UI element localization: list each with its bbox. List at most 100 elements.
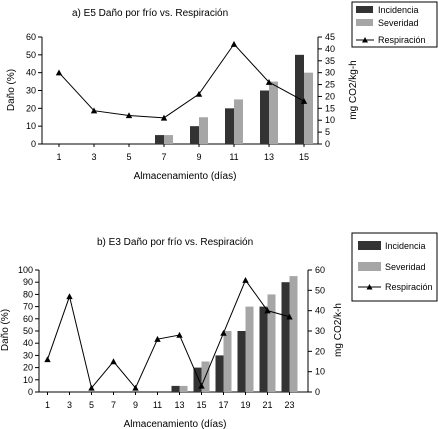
x-tick-label: 5 xyxy=(89,400,94,410)
bar-incidencia xyxy=(237,331,246,392)
y-tick-label: 20 xyxy=(23,363,33,373)
legend-label-respiracion: Respiración xyxy=(378,35,426,45)
chart-a-xlabel: Almacenamiento (días) xyxy=(134,171,237,182)
x-tick-label: 9 xyxy=(133,400,138,410)
respiration-point xyxy=(154,335,161,342)
respiration-point xyxy=(55,69,63,76)
chart-b-right-ticks: 0 10 20 30 40 50 60 xyxy=(308,265,325,397)
respiration-point xyxy=(132,384,139,391)
bar-severidad xyxy=(245,306,254,392)
y2-tick-label: 40 xyxy=(325,44,335,54)
y2-tick-label: 20 xyxy=(325,91,335,101)
respiration-point xyxy=(220,329,227,336)
respiration-point xyxy=(176,331,183,338)
y-tick-label: 60 xyxy=(26,32,36,42)
bar-incidencia xyxy=(295,54,304,145)
bar-severidad xyxy=(234,99,243,144)
y-tick-label: 90 xyxy=(23,277,33,287)
bar-incidencia xyxy=(155,135,164,144)
bar-severidad xyxy=(289,276,298,392)
bar-severidad xyxy=(179,385,188,392)
y-tick-label: 30 xyxy=(23,350,33,360)
chart-b-respiration-line xyxy=(44,276,293,391)
x-tick-label: 15 xyxy=(299,152,309,162)
respiration-point xyxy=(300,98,308,104)
chart-b: b) E3 Daño por frío vs. Respiración 0102… xyxy=(0,232,438,429)
chart-a-respiration-line xyxy=(55,40,308,121)
x-tick-label: 7 xyxy=(161,152,166,162)
y2-tick-label: 40 xyxy=(315,306,325,316)
x-tick-label: 19 xyxy=(240,400,250,410)
y2-tick-label: 30 xyxy=(325,68,335,78)
y2-tick-label: 30 xyxy=(315,326,325,336)
bar-severidad xyxy=(269,81,278,144)
bar-severidad xyxy=(199,117,208,144)
x-tick-label: 1 xyxy=(56,152,61,162)
y-tick-label: 40 xyxy=(23,338,33,348)
chart-b-y2label: mg CO2/k-h xyxy=(333,303,344,357)
respiration-point xyxy=(230,40,238,47)
y-tick-label: 10 xyxy=(23,375,33,385)
respiration-point xyxy=(242,276,249,283)
y2-tick-label: 10 xyxy=(325,115,335,125)
chart-a-title: a) E5 Daño por frío vs. Respiración xyxy=(72,8,228,19)
y-tick-label: 20 xyxy=(26,103,36,113)
chart-b-x-ticks: 1 3 5 7 9 11 13 15 17 19 21 23 xyxy=(45,392,295,410)
y-tick-label: 70 xyxy=(23,302,33,312)
respiration-point xyxy=(125,112,133,119)
respiration-line-path xyxy=(47,279,290,390)
legend-swatch-severidad xyxy=(358,262,381,271)
x-tick-label: 11 xyxy=(153,400,162,410)
y2-tick-label: 60 xyxy=(315,265,325,275)
bar-incidencia xyxy=(260,90,269,144)
chart-a-ylabel: Daño (%) xyxy=(6,69,17,111)
chart-a-x-ticks: 1 3 5 7 9 11 13 15 xyxy=(56,144,309,162)
y-tick-label: 60 xyxy=(23,314,33,324)
x-tick-label: 5 xyxy=(126,152,131,162)
respiration-line-path xyxy=(58,43,305,119)
chart-b-bars xyxy=(171,276,298,392)
chart-a-bars xyxy=(155,54,313,145)
y-tick-label: 10 xyxy=(26,121,36,131)
y-tick-label: 0 xyxy=(31,139,36,149)
y-tick-label: 30 xyxy=(26,86,36,96)
bar-incidencia xyxy=(190,126,199,144)
y-tick-label: 50 xyxy=(23,326,33,336)
x-tick-label: 15 xyxy=(196,400,206,410)
y2-tick-label: 10 xyxy=(315,367,325,377)
y2-tick-label: 0 xyxy=(325,139,330,149)
respiration-point xyxy=(198,382,205,389)
bar-severidad xyxy=(223,331,232,392)
legend-label-severidad: Severidad xyxy=(385,262,426,272)
bar-incidencia xyxy=(193,367,202,392)
respiration-point xyxy=(90,107,98,114)
respiration-point xyxy=(286,313,293,320)
x-tick-label: 1 xyxy=(45,400,50,410)
chart-a: a) E5 Daño por frío vs. Respiración 0102… xyxy=(6,1,438,182)
legend-label-incidencia: Incidencia xyxy=(385,241,426,251)
legend-swatch-severidad xyxy=(356,19,373,26)
respiration-point xyxy=(110,358,117,365)
legend-swatch-incidencia xyxy=(358,241,381,250)
y-tick-label: 50 xyxy=(26,50,36,60)
legend-label-incidencia: Incidencia xyxy=(378,5,419,15)
respiration-point xyxy=(264,307,271,314)
y2-tick-label: 15 xyxy=(325,103,335,113)
bar-severidad xyxy=(304,72,313,144)
y2-tick-label: 25 xyxy=(325,80,335,90)
y-tick-label: 40 xyxy=(26,68,36,78)
y2-tick-label: 5 xyxy=(325,127,330,137)
chart-b-ylabel: Daño (%) xyxy=(0,309,11,351)
x-tick-label: 3 xyxy=(91,152,96,162)
x-tick-label: 9 xyxy=(196,152,201,162)
y2-tick-label: 20 xyxy=(315,346,325,356)
x-tick-label: 17 xyxy=(218,400,228,410)
bar-severidad xyxy=(267,294,276,392)
x-tick-label: 13 xyxy=(174,400,184,410)
x-tick-label: 3 xyxy=(67,400,72,410)
respiration-point xyxy=(44,356,51,363)
chart-a-legend: Incidencia Severidad Respiración xyxy=(351,1,438,48)
chart-a-left-ticks: 0 10 20 30 40 50 60 xyxy=(26,32,42,149)
